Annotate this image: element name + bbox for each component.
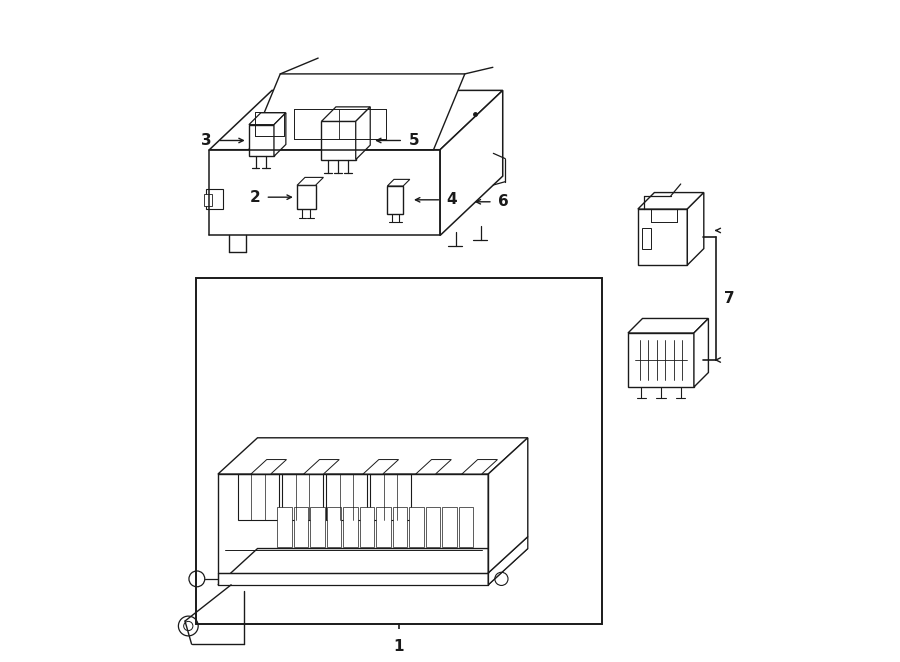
Bar bbox=[297, 185, 316, 209]
Bar bbox=[410, 507, 424, 547]
Bar bbox=[196, 278, 601, 624]
Polygon shape bbox=[249, 74, 464, 150]
Text: 7: 7 bbox=[724, 291, 735, 306]
Polygon shape bbox=[628, 318, 708, 333]
Polygon shape bbox=[321, 107, 370, 121]
Text: 3: 3 bbox=[202, 133, 212, 148]
Polygon shape bbox=[218, 549, 527, 585]
Text: 1: 1 bbox=[393, 639, 404, 654]
Bar bbox=[376, 507, 391, 547]
Text: 6: 6 bbox=[498, 194, 508, 209]
Text: 5: 5 bbox=[409, 133, 419, 148]
Bar bbox=[392, 507, 407, 547]
Polygon shape bbox=[249, 113, 286, 124]
Bar bbox=[249, 124, 274, 156]
Bar bbox=[642, 228, 651, 249]
Bar bbox=[387, 186, 403, 214]
Bar bbox=[277, 507, 292, 547]
Polygon shape bbox=[274, 113, 286, 156]
Bar bbox=[343, 507, 357, 547]
Bar bbox=[206, 189, 222, 209]
Polygon shape bbox=[356, 107, 370, 160]
Polygon shape bbox=[210, 91, 503, 150]
Bar bbox=[442, 507, 456, 547]
Bar bbox=[321, 121, 356, 160]
Polygon shape bbox=[416, 459, 451, 474]
Bar bbox=[293, 507, 309, 547]
Bar bbox=[638, 209, 688, 265]
Text: 4: 4 bbox=[446, 193, 457, 207]
Polygon shape bbox=[297, 177, 323, 185]
Polygon shape bbox=[488, 438, 527, 573]
Polygon shape bbox=[688, 193, 704, 265]
Polygon shape bbox=[440, 91, 503, 236]
Bar bbox=[459, 507, 473, 547]
Polygon shape bbox=[218, 438, 527, 474]
Bar bbox=[238, 474, 279, 520]
Polygon shape bbox=[303, 459, 339, 474]
Polygon shape bbox=[387, 179, 410, 186]
Bar bbox=[370, 474, 411, 520]
Text: 2: 2 bbox=[249, 190, 260, 205]
Polygon shape bbox=[488, 537, 527, 585]
Polygon shape bbox=[218, 573, 488, 585]
Polygon shape bbox=[462, 459, 498, 474]
Polygon shape bbox=[363, 459, 399, 474]
Polygon shape bbox=[694, 318, 708, 387]
Bar bbox=[326, 474, 367, 520]
Bar bbox=[426, 507, 440, 547]
Bar bbox=[310, 507, 325, 547]
Bar bbox=[628, 333, 694, 387]
Polygon shape bbox=[638, 193, 704, 209]
Bar bbox=[360, 507, 374, 547]
Bar bbox=[204, 194, 212, 206]
Polygon shape bbox=[251, 459, 286, 474]
Bar bbox=[327, 507, 341, 547]
Bar bbox=[282, 474, 323, 520]
